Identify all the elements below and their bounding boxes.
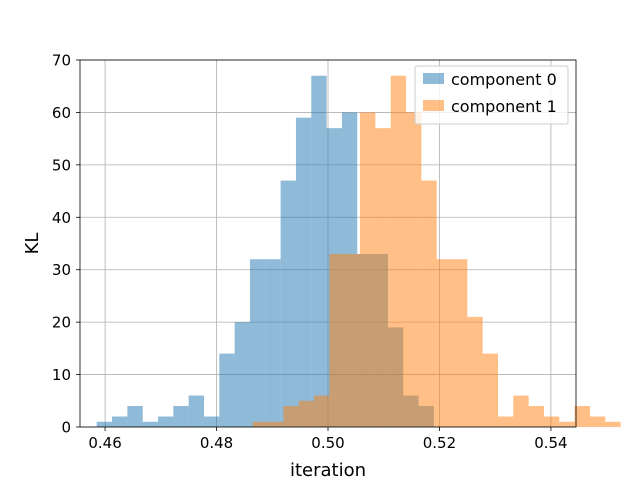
bar-series-0-bin-13 — [295, 117, 312, 428]
x-tick-label-0: 0.46 — [88, 434, 121, 452]
bar-series-1-bin-8 — [375, 128, 391, 427]
bar-series-1-bin-21 — [574, 406, 590, 427]
y-tick-label-2: 20 — [52, 314, 71, 332]
bar-series-0-bin-9 — [234, 322, 250, 427]
legend-box — [414, 65, 569, 125]
bar-series-1-bin-0 — [252, 421, 269, 427]
bar-series-0-bin-6 — [188, 395, 204, 427]
bar-series-1-bin-15 — [482, 353, 498, 427]
y-tick-label-5: 50 — [52, 156, 71, 174]
bar-series-0-bin-0 — [96, 421, 113, 427]
y-axis-label: KL — [22, 233, 43, 255]
y-tick-label-3: 30 — [52, 261, 71, 279]
bar-series-1-bin-17 — [513, 395, 529, 427]
y-tick-label-6: 60 — [52, 104, 71, 122]
bar-series-1-bin-20 — [559, 421, 575, 427]
bar-series-1-bin-11 — [421, 180, 437, 427]
x-axis-ticks: 0.46 0.48 0.50 0.52 0.54 — [88, 427, 568, 452]
y-tick-label-0: 0 — [61, 419, 71, 437]
y-tick-label-1: 10 — [52, 366, 71, 384]
bar-series-1-bin-1 — [268, 421, 284, 427]
legend-label-component-1: component 1 — [451, 97, 557, 116]
bar-series-1-bin-5 — [329, 253, 345, 427]
bar-series-1-bin-13 — [452, 259, 468, 427]
bar-series-0-bin-11 — [265, 259, 281, 427]
bar-series-1-bin-9 — [390, 75, 407, 427]
bar-series-0-bin-12 — [280, 180, 296, 427]
histogram-bars — [96, 75, 621, 428]
legend-swatch-component-0 — [423, 73, 444, 84]
y-axis-ticks: 0 10 20 30 40 50 60 70 — [52, 52, 80, 437]
legend-swatch-component-1 — [423, 100, 444, 111]
bar-series-1-bin-14 — [467, 316, 483, 427]
bar-series-0-bin-2 — [127, 406, 143, 427]
bar-series-1-bin-16 — [497, 416, 514, 427]
x-tick-label-1: 0.48 — [200, 434, 233, 452]
x-tick-label-4: 0.54 — [534, 434, 567, 452]
bar-series-0-bin-7 — [204, 416, 220, 427]
bar-series-1-bin-18 — [528, 406, 544, 427]
bar-series-0-bin-3 — [142, 421, 159, 427]
y-tick-label-4: 40 — [52, 209, 71, 227]
bar-series-1-bin-7 — [360, 112, 376, 427]
bar-series-0-bin-1 — [112, 416, 128, 427]
bar-series-1-bin-4 — [314, 395, 330, 427]
bar-series-1-bin-2 — [283, 406, 299, 427]
x-tick-label-2: 0.50 — [311, 434, 344, 452]
bar-series-0-bin-5 — [173, 406, 189, 427]
bar-series-1-bin-19 — [543, 416, 560, 427]
bar-series-1-bin-12 — [436, 259, 452, 427]
bar-series-0-bin-4 — [158, 416, 174, 427]
bar-series-0-bin-8 — [219, 353, 235, 427]
x-tick-label-3: 0.52 — [423, 434, 456, 452]
bar-series-1-bin-6 — [344, 253, 361, 427]
bar-series-0-bin-10 — [249, 259, 266, 427]
bar-series-1-bin-10 — [406, 112, 422, 427]
y-tick-label-7: 70 — [52, 52, 71, 70]
legend: component 0 component 1 — [414, 65, 569, 125]
legend-label-component-0: component 0 — [451, 70, 557, 89]
bar-series-1-bin-3 — [298, 400, 315, 427]
bar-series-1-bin-22 — [589, 416, 606, 427]
bar-series-0-bin-14 — [311, 75, 327, 427]
bar-series-1-bin-23 — [605, 421, 621, 427]
x-axis-label: iteration — [290, 460, 366, 480]
